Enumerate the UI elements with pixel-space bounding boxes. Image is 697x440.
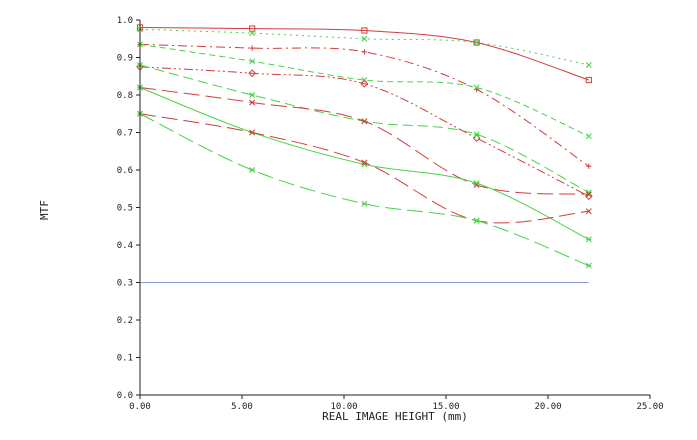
data-point [249,58,256,65]
x-tick-label: 20.00 [534,402,561,412]
data-point [473,39,480,46]
x-tick-label: 0.00 [129,402,151,412]
y-tick-label: 0.1 [117,354,133,364]
data-point [249,129,256,136]
series-green-9 [137,110,592,269]
axes [139,20,650,396]
series-line [139,43,590,167]
data-point [585,76,592,84]
series-line [139,87,590,240]
y-axis-ticks: 0.0 0.1 0.2 0.3 0.4 0.5 0.6 0.7 0.8 0.9 1.0 [117,16,140,401]
series-line [139,43,589,137]
series-line [139,113,589,224]
x-tick-label: 25.00 [636,402,663,412]
x-axis-title: REAL IMAGE HEIGHT (mm) [322,410,468,423]
data-point [249,45,255,51]
y-axis-title: MTF [38,200,51,220]
data-point [473,39,480,46]
x-tick-label: 5.00 [231,402,253,412]
y-tick-label: 0.0 [117,391,133,401]
series-line [139,87,589,195]
data-point [361,27,368,34]
data-point [585,133,592,140]
series-line [139,113,589,267]
data-point [249,92,256,98]
x-tick-label: 15.00 [432,402,459,412]
data-point [360,79,369,88]
y-tick-label: 0.9 [117,54,133,64]
series-green-7 [137,84,592,243]
y-tick-label: 0.6 [117,166,133,176]
data-point [361,49,367,55]
series-line [139,66,590,197]
data-point [361,159,368,166]
y-tick-label: 0.4 [117,241,133,251]
data-point [249,99,256,106]
data-point [585,62,592,68]
y-tick-label: 0.8 [117,91,133,101]
data-point [585,208,592,215]
data-point [586,163,592,169]
y-tick-label: 0.5 [117,204,133,214]
data-point [249,30,256,37]
x-tick-label: 10.00 [330,402,357,412]
data-point [585,236,592,243]
data-point [473,217,480,224]
data-point [249,167,256,173]
series-red-4 [136,62,593,201]
data-point [585,262,592,269]
y-tick-label: 0.3 [117,279,133,289]
series-red-8 [137,110,592,224]
series-line [139,27,589,81]
series-red-6 [137,84,592,198]
series-layer [136,24,593,269]
y-tick-label: 1.0 [117,16,133,26]
data-point [361,118,368,125]
series-green-5 [137,62,592,196]
data-point [361,200,368,207]
x-axis-ticks: 0.00 5.00 10.00 15.00 20.00 25.00 [129,395,664,412]
data-point [248,69,257,78]
series-green-1 [137,26,592,68]
series-red-2 [137,41,592,169]
data-point [361,35,368,42]
data-point [249,25,256,32]
data-point [472,134,481,143]
data-point [473,131,480,138]
data-point [473,180,480,187]
series-line [139,28,589,66]
data-point [585,191,592,198]
y-tick-label: 0.2 [117,316,133,326]
data-point [473,84,480,91]
y-tick-label: 0.7 [117,129,133,139]
